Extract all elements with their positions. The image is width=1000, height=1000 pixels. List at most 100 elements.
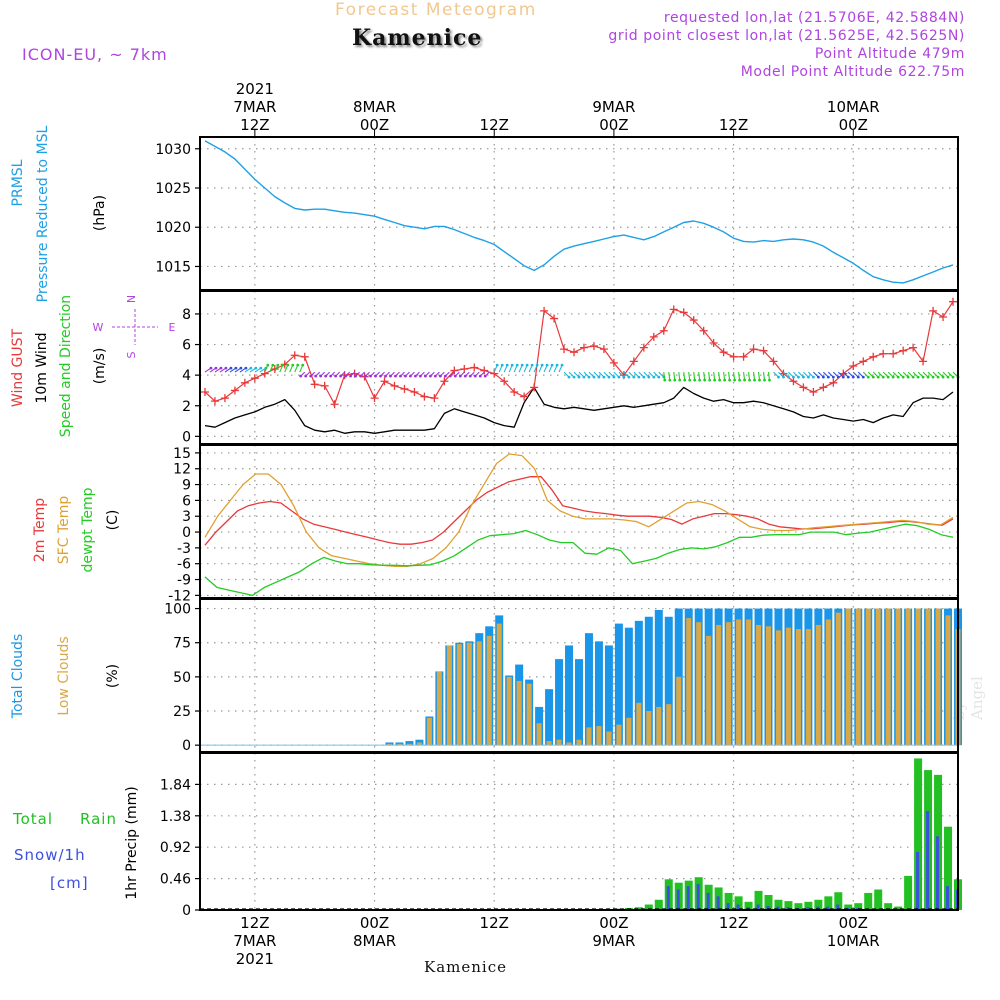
model-altitude: Model Point Altitude 622.75m — [740, 64, 965, 80]
wind-direction-arrowhead — [816, 375, 820, 379]
wind-gust-marker — [210, 397, 219, 406]
wind-direction-arrowhead — [802, 375, 805, 379]
low-cloud-bar — [626, 717, 632, 746]
wind-direction-arrowhead — [404, 374, 407, 378]
dewpoint-line — [204, 523, 954, 597]
wind-direction-arrowhead — [319, 374, 323, 378]
snow-unit: [cm] — [50, 874, 89, 892]
wind-gust-line — [204, 301, 954, 405]
wind-direction-arrowhead — [545, 363, 549, 367]
wind-gust-marker — [929, 306, 938, 315]
low-cloud-bar — [885, 608, 891, 746]
wind-gust-marker — [450, 366, 459, 375]
wind-gust-marker — [869, 352, 878, 361]
y-tick-label: 75 — [173, 636, 191, 652]
wind-direction-arrowhead — [846, 375, 850, 379]
wind-direction-arrowhead — [286, 363, 290, 367]
wind-gust-marker — [330, 400, 339, 409]
total-cloud-bar — [654, 609, 663, 746]
wind-gust-marker — [639, 343, 648, 352]
low-cloud-bar — [606, 731, 612, 746]
wind-direction-arrowhead — [349, 374, 352, 378]
y-tick-label: 2 — [182, 399, 191, 415]
snow-bar — [756, 904, 760, 910]
wind-direction-arrowhead — [433, 374, 437, 378]
wind-direction-arrowhead — [394, 374, 397, 378]
wind-direction-arrowhead — [276, 363, 280, 367]
rain-bar — [854, 903, 863, 910]
y-tick-label: 6 — [182, 493, 191, 509]
wind-direction-arrowhead — [304, 374, 308, 378]
wind-direction-arrowhead — [399, 374, 402, 378]
wind-direction-arrowhead — [209, 366, 213, 370]
wind-gust-marker — [470, 363, 479, 372]
low-cloud-bar — [785, 627, 791, 746]
rain-bar — [874, 889, 883, 910]
wind-direction-arrowhead — [876, 375, 880, 379]
y-tick-label: 6 — [182, 338, 191, 354]
wind-direction-arrowhead — [911, 375, 915, 379]
wind-direction-arrowhead — [478, 374, 482, 378]
rain-bar — [634, 907, 643, 910]
low-cloud-bar — [756, 624, 762, 746]
wind-direction-arrowhead — [577, 375, 581, 379]
wind-direction-arrowhead — [683, 378, 687, 382]
wind-direction-arrowhead — [458, 374, 462, 378]
snow-bar — [836, 904, 840, 910]
bottom-time-label: 2021 — [236, 950, 274, 968]
wind-direction-arrowhead — [936, 375, 940, 379]
wind-gust-marker — [909, 343, 918, 352]
wind-gust-marker — [729, 352, 738, 361]
precip-unit: 1hr Precip (mm) — [124, 786, 140, 899]
wind-direction-arrowhead — [642, 375, 646, 379]
wind-direction-arrowhead — [214, 366, 218, 370]
total-cloud-bar — [565, 645, 574, 746]
sfc-temp-label: SFC Temp — [56, 496, 72, 565]
wind-gust-marker — [889, 349, 898, 358]
wind-direction-arrowhead — [758, 378, 761, 382]
wind-direction-arrowhead — [652, 375, 656, 379]
wind-direction-arrowhead — [941, 375, 945, 379]
wind-direction-arrowhead — [234, 366, 238, 370]
wind-direction-arrowhead — [550, 363, 554, 367]
low-cloud-bar — [696, 622, 702, 746]
wind-direction-arrowhead — [354, 374, 357, 378]
low-cloud-bar — [716, 624, 722, 746]
rain-bar — [884, 903, 893, 910]
chart-heading: Forecast Meteogram — [335, 0, 537, 20]
wind-gust-marker — [809, 387, 818, 396]
wind-direction-arrowhead — [592, 375, 596, 379]
wind-gust-marker — [879, 349, 888, 358]
rain-bar — [914, 758, 923, 910]
bottom-time-label: 12Z — [240, 914, 269, 932]
rain-bar — [784, 901, 793, 910]
wind-direction-arrowhead — [505, 363, 509, 367]
low-cloud-bar — [875, 608, 881, 746]
low-cloud-bar — [616, 724, 622, 746]
snow-bar — [776, 906, 780, 910]
wind-direction-arrowhead — [389, 374, 392, 378]
wind-gust-marker — [550, 314, 559, 323]
wind-direction-arrowhead — [647, 375, 651, 379]
low-cloud-bar — [905, 608, 911, 746]
wind-direction-arrowhead — [612, 375, 616, 379]
wind-gust-marker — [859, 357, 868, 366]
snow-bar — [946, 886, 950, 910]
wind-gust-marker — [759, 346, 768, 355]
low-cloud-bar — [795, 629, 801, 746]
y-tick-label: 9 — [182, 478, 191, 494]
wind-gust-marker — [320, 381, 329, 390]
wind-direction-arrowhead — [525, 363, 529, 367]
wind-gust-marker — [949, 297, 958, 306]
wind-direction-arrowhead — [314, 374, 318, 378]
wind-direction-arrowhead — [657, 375, 661, 379]
wind-gust-marker — [939, 313, 948, 322]
wind-direction-arrowhead — [249, 366, 253, 370]
low-cloud-bar — [496, 623, 502, 746]
top-time-label: 00Z — [360, 116, 389, 134]
wind-direction-arrowhead — [777, 375, 780, 379]
wind-direction-label: Speed and Direction — [58, 295, 74, 437]
wind-direction-arrowhead — [821, 375, 825, 379]
rain-bar — [724, 892, 733, 910]
